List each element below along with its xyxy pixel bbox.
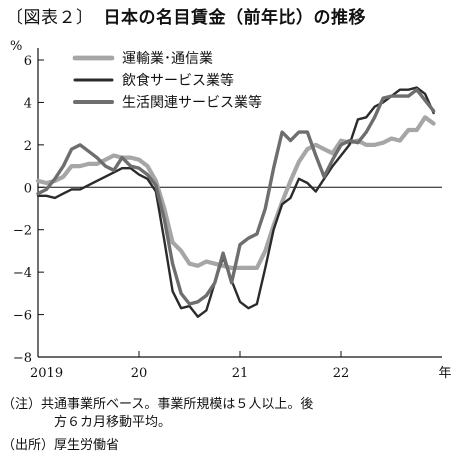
x-axis-unit: 年 <box>438 366 451 381</box>
y-tick-label: −4 <box>13 266 32 281</box>
series-line-2 <box>36 86 435 318</box>
legend-label-2: 飲食サービス業等 <box>122 72 234 89</box>
y-tick-label: −2 <box>13 224 32 239</box>
y-tick-label: 6 <box>24 54 32 69</box>
x-tick-label: 2019 <box>30 366 63 381</box>
note-label: （注） <box>2 397 42 412</box>
y-tick-label: −8 <box>13 351 32 366</box>
note-text-2: 方６カ月移動平均。 <box>54 415 172 430</box>
x-tick-label: 20 <box>131 366 148 381</box>
y-tick-label: 0 <box>24 181 32 196</box>
footnote-line-1: （注）共通事業所ベース。事業所規模は５人以上。後 <box>2 396 313 414</box>
series-line-3 <box>36 88 436 306</box>
footnote: （注）共通事業所ベース。事業所規模は５人以上。後 方６カ月移動平均。 <box>2 396 313 432</box>
chart-title: 〔図表２〕 日本の名目賃金（前年比）の推移 <box>6 3 366 28</box>
source-note: （出所）厚生労働省 <box>2 434 119 453</box>
x-tick-label: 22 <box>333 366 350 381</box>
line-chart: −8 −6 −4 −2 0 2 4 6% 2019 20 21 22 年 運輸業･通信業飲食サービス業等… <box>10 39 452 381</box>
note-text-1: 共通事業所ベース。事業所規模は５人以上。後 <box>41 397 314 412</box>
y-tick-label: −6 <box>13 309 32 324</box>
legend-label-1: 運輸業･通信業 <box>122 51 213 67</box>
x-tick-label: 21 <box>232 366 249 381</box>
legend-label-3: 生活関連サービス業等 <box>122 94 262 111</box>
figure-title: 日本の名目賃金（前年比）の推移 <box>103 8 366 28</box>
source-label: （出所） <box>2 438 55 453</box>
y-tick-label: 4 <box>24 96 32 111</box>
source-text: 厚生労働省 <box>54 438 120 453</box>
y-axis-unit: % <box>10 39 22 54</box>
figure-label: 〔図表２〕 <box>6 8 94 28</box>
series-lines <box>35 86 436 318</box>
series-line-1 <box>35 115 436 270</box>
chart-axes: −8 −6 −4 −2 0 2 4 6% 2019 20 21 22 年 <box>10 39 452 381</box>
y-tick-label: 2 <box>24 139 32 154</box>
